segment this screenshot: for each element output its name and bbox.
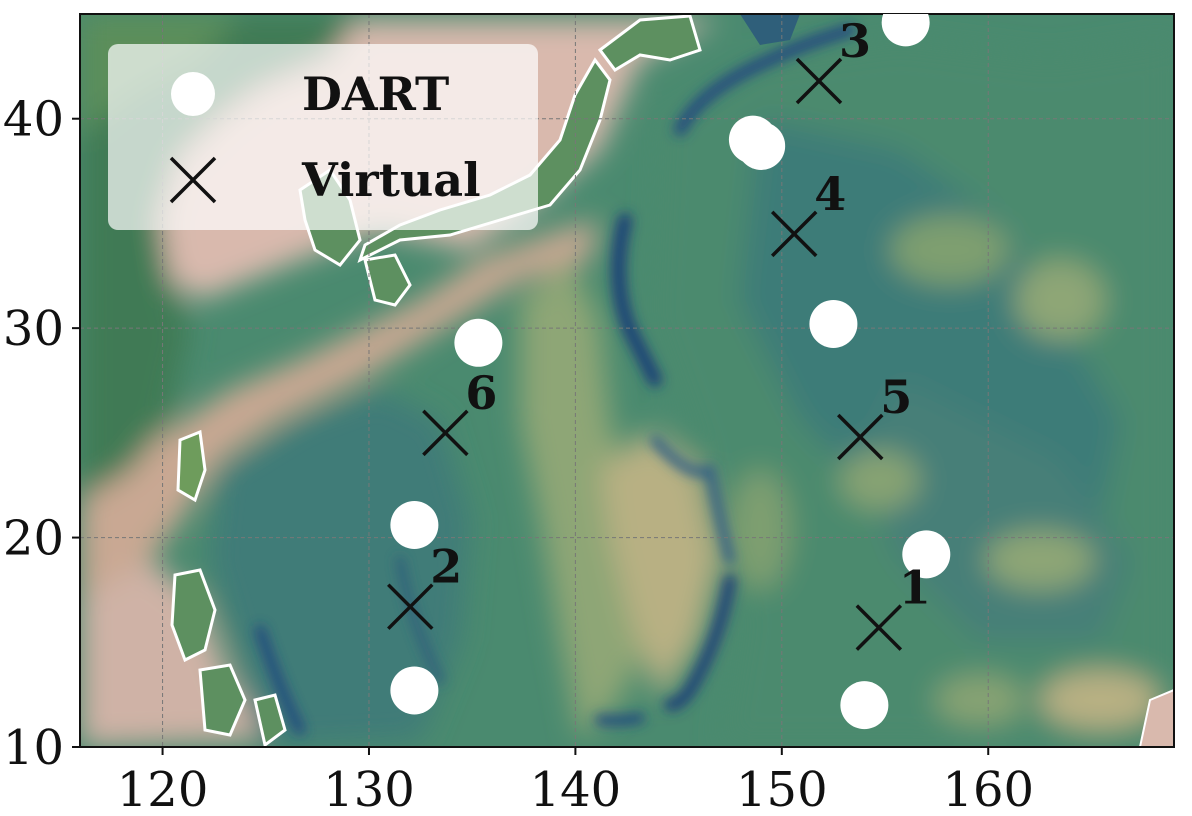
- y-tick-label: 30: [3, 301, 64, 357]
- dart-marker: [902, 530, 951, 579]
- virtual-station-label: 2: [430, 540, 462, 594]
- x-tick-label: 160: [942, 762, 1034, 816]
- dart-stations: [390, 14, 951, 730]
- legend-dart-label: DART: [302, 67, 449, 121]
- legend-dart-marker: [171, 72, 215, 116]
- y-axis: 10 20 30 40: [3, 92, 80, 776]
- dart-marker: [840, 681, 889, 730]
- x-axis: 120 130 140 150 160: [117, 747, 1034, 816]
- x-tick-label: 120: [117, 762, 209, 816]
- virtual-marker: [855, 604, 903, 651]
- dart-marker: [737, 121, 786, 170]
- virtual-marker: [422, 409, 469, 457]
- virtual-marker: [837, 413, 884, 461]
- legend-box: [108, 44, 538, 230]
- plot-frame: [79, 13, 1175, 748]
- y-tick-label: 20: [3, 511, 64, 567]
- virtual-marker: [387, 583, 434, 630]
- dart-marker: [881, 14, 930, 47]
- y-tick-label: 40: [3, 92, 64, 148]
- virtual-station-label: 5: [880, 370, 912, 424]
- legend-virtual-label: Virtual: [301, 153, 481, 207]
- virtual-station-label: 3: [839, 14, 871, 68]
- x-tick-label: 130: [323, 762, 415, 816]
- x-tick-label: 150: [736, 762, 828, 816]
- legend-virtual-marker: [169, 156, 217, 204]
- dart-marker: [454, 318, 503, 367]
- virtual-stations: 1 2 3 4 5 6: [387, 14, 931, 651]
- virtual-marker: [795, 57, 843, 105]
- dart-marker: [390, 501, 439, 550]
- virtual-station-label: 1: [899, 561, 931, 615]
- dart-marker: [809, 299, 858, 348]
- x-tick-label: 140: [530, 762, 622, 816]
- basemap: [80, 14, 1174, 747]
- virtual-marker: [770, 210, 818, 258]
- y-tick-label: 10: [3, 720, 64, 776]
- virtual-station-label: 6: [465, 366, 497, 420]
- dart-marker: [390, 666, 439, 715]
- virtual-station-label: 4: [814, 167, 846, 221]
- legend: DART Virtual: [108, 44, 538, 230]
